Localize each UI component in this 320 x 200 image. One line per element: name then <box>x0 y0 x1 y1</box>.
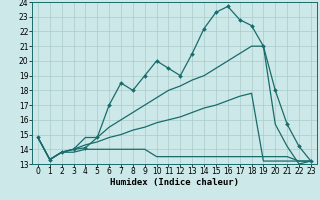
X-axis label: Humidex (Indice chaleur): Humidex (Indice chaleur) <box>110 178 239 187</box>
